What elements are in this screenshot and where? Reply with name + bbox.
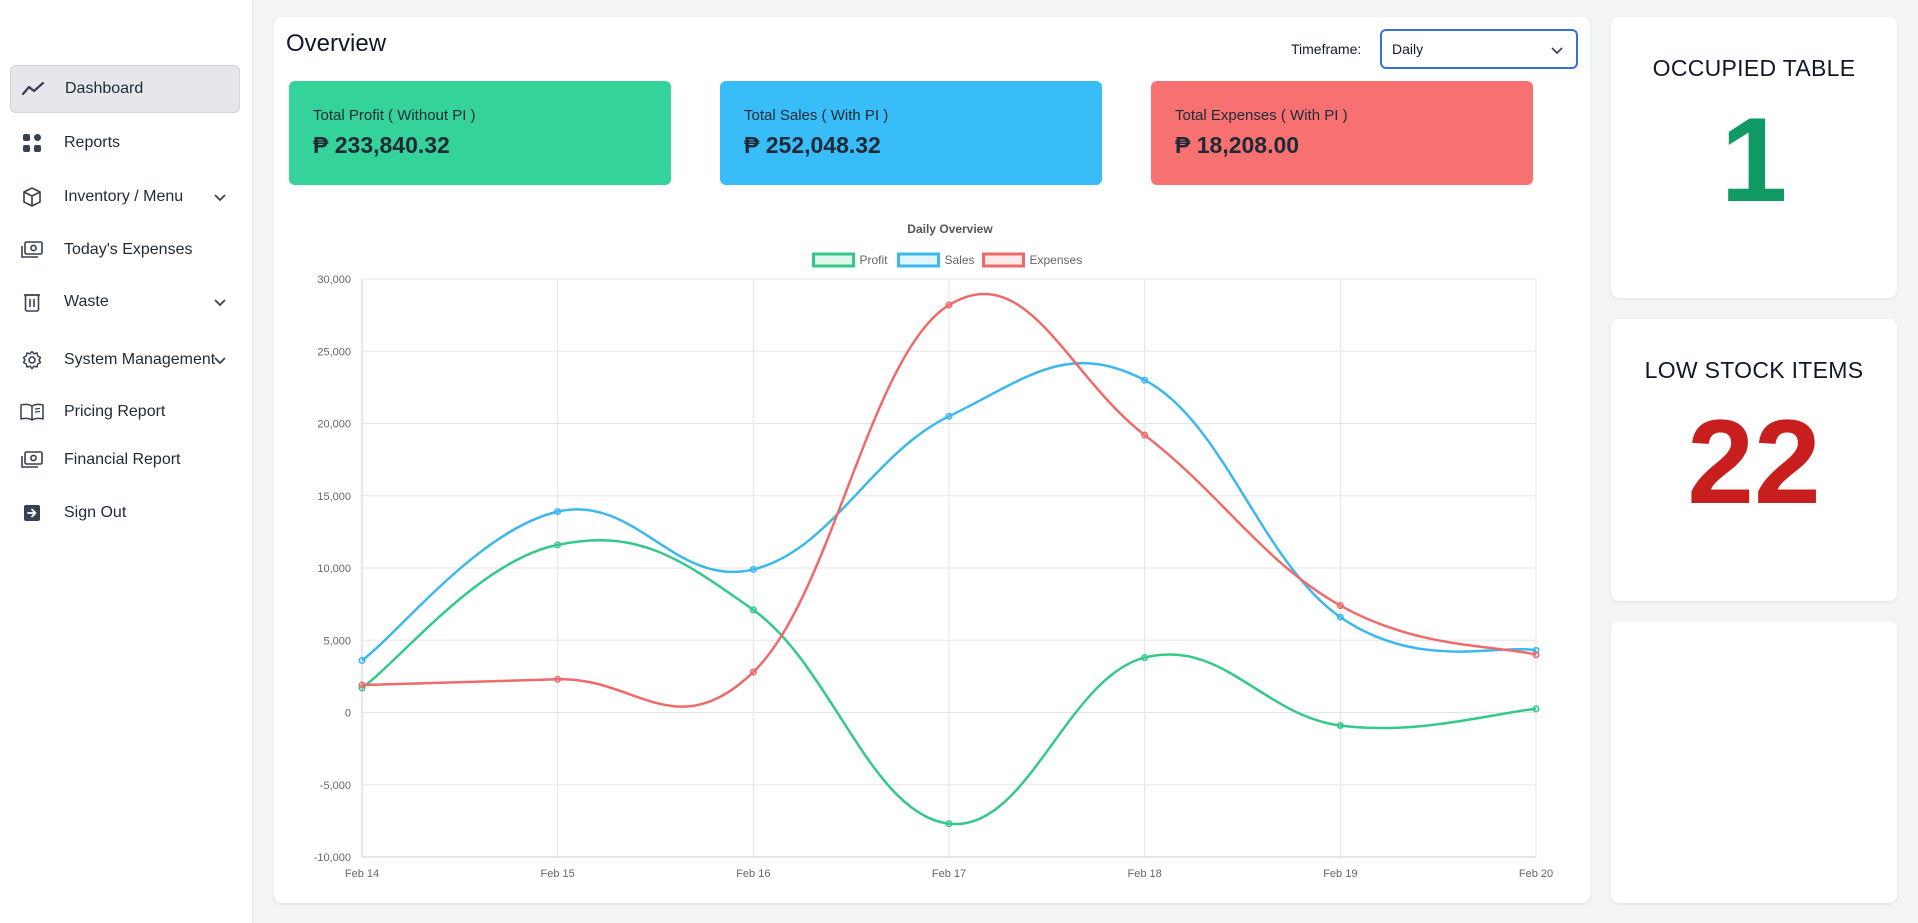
timeframe-value: Daily bbox=[1392, 41, 1424, 57]
y-tick-label: -10,000 bbox=[314, 852, 351, 864]
chevron-down-icon[interactable] bbox=[212, 294, 228, 310]
sidebar-item-financial-report[interactable]: Financial Report bbox=[10, 436, 240, 484]
data-point-profit bbox=[945, 820, 953, 828]
data-point-sales bbox=[1141, 376, 1149, 384]
sidebar-item-label: System Management bbox=[64, 351, 216, 368]
stat-label: Total Profit ( Without PI ) bbox=[313, 107, 476, 124]
series-line-profit bbox=[361, 539, 1537, 826]
occupied-table-card: OCCUPIED TABLE 1 bbox=[1611, 17, 1897, 298]
data-point-sales bbox=[749, 565, 757, 573]
y-tick-label: 25,000 bbox=[317, 346, 351, 358]
data-point-expenses bbox=[1336, 602, 1344, 610]
data-point-profit bbox=[1532, 705, 1540, 713]
sidebar-item-label: Financial Report bbox=[64, 451, 181, 468]
data-point-profit bbox=[749, 606, 757, 614]
total-profit-card: Total Profit ( Without PI ) ₱ 233,840.32 bbox=[289, 81, 671, 185]
y-tick-label: 5,000 bbox=[323, 635, 351, 647]
sidebar-item-label: Inventory / Menu bbox=[64, 188, 184, 205]
legend-label: Expenses bbox=[1030, 253, 1083, 267]
box-icon bbox=[20, 185, 44, 209]
stat-label: Total Sales ( With PI ) bbox=[744, 107, 889, 124]
sidebar-item-label: Waste bbox=[64, 293, 109, 310]
data-point-profit bbox=[1336, 721, 1344, 730]
data-point-expenses bbox=[358, 681, 366, 689]
y-tick-label: -5,000 bbox=[320, 780, 351, 792]
sidebar-item-label: Sign Out bbox=[64, 504, 127, 521]
data-point-expenses bbox=[1141, 431, 1149, 439]
stat-label: Total Expenses ( With PI ) bbox=[1175, 107, 1348, 124]
total-expenses-card: Total Expenses ( With PI ) ₱ 18,208.00 bbox=[1151, 81, 1533, 185]
sidebar: Dashboard Reports Inventory / Menu Today… bbox=[0, 0, 253, 923]
sign-out-icon bbox=[20, 501, 44, 525]
series-line-expenses bbox=[361, 292, 1537, 708]
book-icon bbox=[20, 400, 44, 424]
chevron-down-icon[interactable] bbox=[212, 352, 228, 368]
y-tick-label: 15,000 bbox=[317, 491, 351, 503]
data-point-sales bbox=[1336, 613, 1344, 621]
y-tick-label: 20,000 bbox=[317, 419, 351, 431]
trash-icon bbox=[20, 290, 44, 314]
data-point-profit bbox=[554, 541, 562, 549]
timeframe-label: Timeframe: bbox=[1291, 41, 1362, 57]
data-point-profit bbox=[1141, 654, 1149, 662]
sidebar-item-label: Pricing Report bbox=[64, 403, 166, 420]
x-tick-label: Feb 17 bbox=[932, 868, 966, 880]
sidebar-item-waste[interactable]: Waste bbox=[10, 278, 240, 326]
sidebar-item-inventory-menu[interactable]: Inventory / Menu bbox=[10, 173, 240, 221]
cash-icon bbox=[20, 448, 44, 472]
empty-card bbox=[1611, 621, 1897, 903]
stat-value: ₱ 18,208.00 bbox=[1175, 132, 1300, 158]
daily-overview-chart: Daily Overview Profit Sales Expenses 30,000 2… bbox=[314, 222, 1553, 880]
y-tick-label: 30,000 bbox=[317, 274, 351, 286]
low-stock-card: LOW STOCK ITEMS 22 bbox=[1611, 319, 1897, 601]
y-tick-label: 0 bbox=[345, 708, 351, 720]
x-tick-label: Feb 20 bbox=[1519, 868, 1553, 880]
x-tick-label: Feb 18 bbox=[1128, 868, 1162, 880]
data-point-expenses bbox=[1532, 651, 1540, 659]
stat-value: ₱ 252,048.32 bbox=[744, 132, 881, 158]
occupied-table-value: 1 bbox=[1720, 93, 1788, 227]
y-tick-label: 10,000 bbox=[317, 563, 351, 575]
chart-title: Daily Overview bbox=[907, 222, 993, 236]
data-point-sales bbox=[358, 656, 366, 665]
occupied-table-title: OCCUPIED TABLE bbox=[1652, 55, 1856, 81]
x-tick-label: Feb 15 bbox=[541, 868, 575, 880]
chevron-down-icon[interactable] bbox=[212, 189, 228, 205]
legend-swatch bbox=[812, 252, 855, 268]
legend-swatch bbox=[982, 252, 1025, 268]
data-point-sales bbox=[945, 412, 953, 420]
cash-icon bbox=[20, 238, 44, 262]
x-tick-label: Feb 19 bbox=[1323, 868, 1357, 880]
sidebar-item-pricing-report[interactable]: Pricing Report bbox=[10, 388, 240, 436]
sidebar-item-label: Dashboard bbox=[65, 80, 144, 97]
sidebar-item-sign-out[interactable]: Sign Out bbox=[10, 489, 240, 537]
sidebar-item-system-management[interactable]: System Management bbox=[10, 336, 240, 384]
page-title: Overview bbox=[286, 30, 387, 57]
total-sales-card: Total Sales ( With PI ) ₱ 252,048.32 bbox=[720, 81, 1102, 185]
chevron-down-icon bbox=[1550, 43, 1564, 57]
sidebar-item-reports[interactable]: Reports bbox=[10, 119, 240, 167]
low-stock-title: LOW STOCK ITEMS bbox=[1644, 357, 1864, 383]
data-point-sales bbox=[554, 508, 562, 516]
data-point-expenses bbox=[554, 675, 562, 683]
legend-swatch bbox=[897, 252, 940, 268]
sidebar-item-todays-expenses[interactable]: Today's Expenses bbox=[10, 226, 240, 274]
data-point-expenses bbox=[749, 668, 757, 676]
grid-icon bbox=[20, 131, 44, 155]
gear-icon bbox=[20, 348, 44, 372]
overview-card: Overview Timeframe: Daily Total Profit (… bbox=[274, 17, 1590, 903]
series-line-sales bbox=[361, 361, 1537, 662]
data-point-expenses bbox=[945, 301, 953, 309]
trend-line-icon bbox=[21, 77, 45, 101]
legend-label: Sales bbox=[945, 253, 975, 267]
legend-label: Profit bbox=[860, 253, 889, 267]
x-tick-label: Feb 14 bbox=[345, 868, 379, 880]
stat-value: ₱ 233,840.32 bbox=[313, 132, 450, 158]
x-tick-label: Feb 16 bbox=[736, 868, 770, 880]
low-stock-value: 22 bbox=[1687, 395, 1821, 529]
sidebar-item-dashboard[interactable]: Dashboard bbox=[10, 65, 240, 113]
sidebar-item-label: Reports bbox=[64, 134, 121, 151]
timeframe-select[interactable]: Daily bbox=[1380, 29, 1578, 69]
sidebar-item-label: Today's Expenses bbox=[64, 241, 193, 258]
